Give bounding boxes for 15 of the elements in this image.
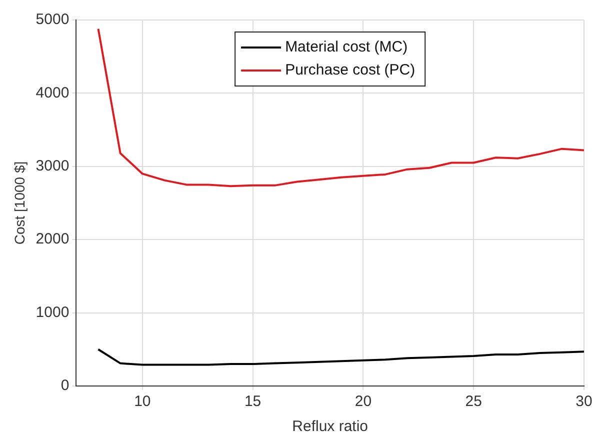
x-tick-label: 30 xyxy=(576,393,592,410)
legend-label: Material cost (MC) xyxy=(285,38,408,56)
y-tick-label: 3000 xyxy=(36,158,70,175)
legend-label: Purchase cost (PC) xyxy=(285,62,416,79)
x-tick-label: 15 xyxy=(244,393,262,410)
x-tick-label: 25 xyxy=(465,393,482,410)
x-axis-title: Reflux ratio xyxy=(292,418,368,436)
y-tick-label: 5000 xyxy=(36,11,70,28)
x-tick-label: 20 xyxy=(354,393,372,410)
y-tick-label: 4000 xyxy=(36,84,70,102)
y-tick-label: 1000 xyxy=(36,304,70,321)
y-axis-title: Cost [1000 $] xyxy=(11,161,28,245)
y-tick-label: 0 xyxy=(60,377,70,394)
x-tick-label: 10 xyxy=(134,393,151,410)
y-tick-label: 2000 xyxy=(36,230,70,248)
